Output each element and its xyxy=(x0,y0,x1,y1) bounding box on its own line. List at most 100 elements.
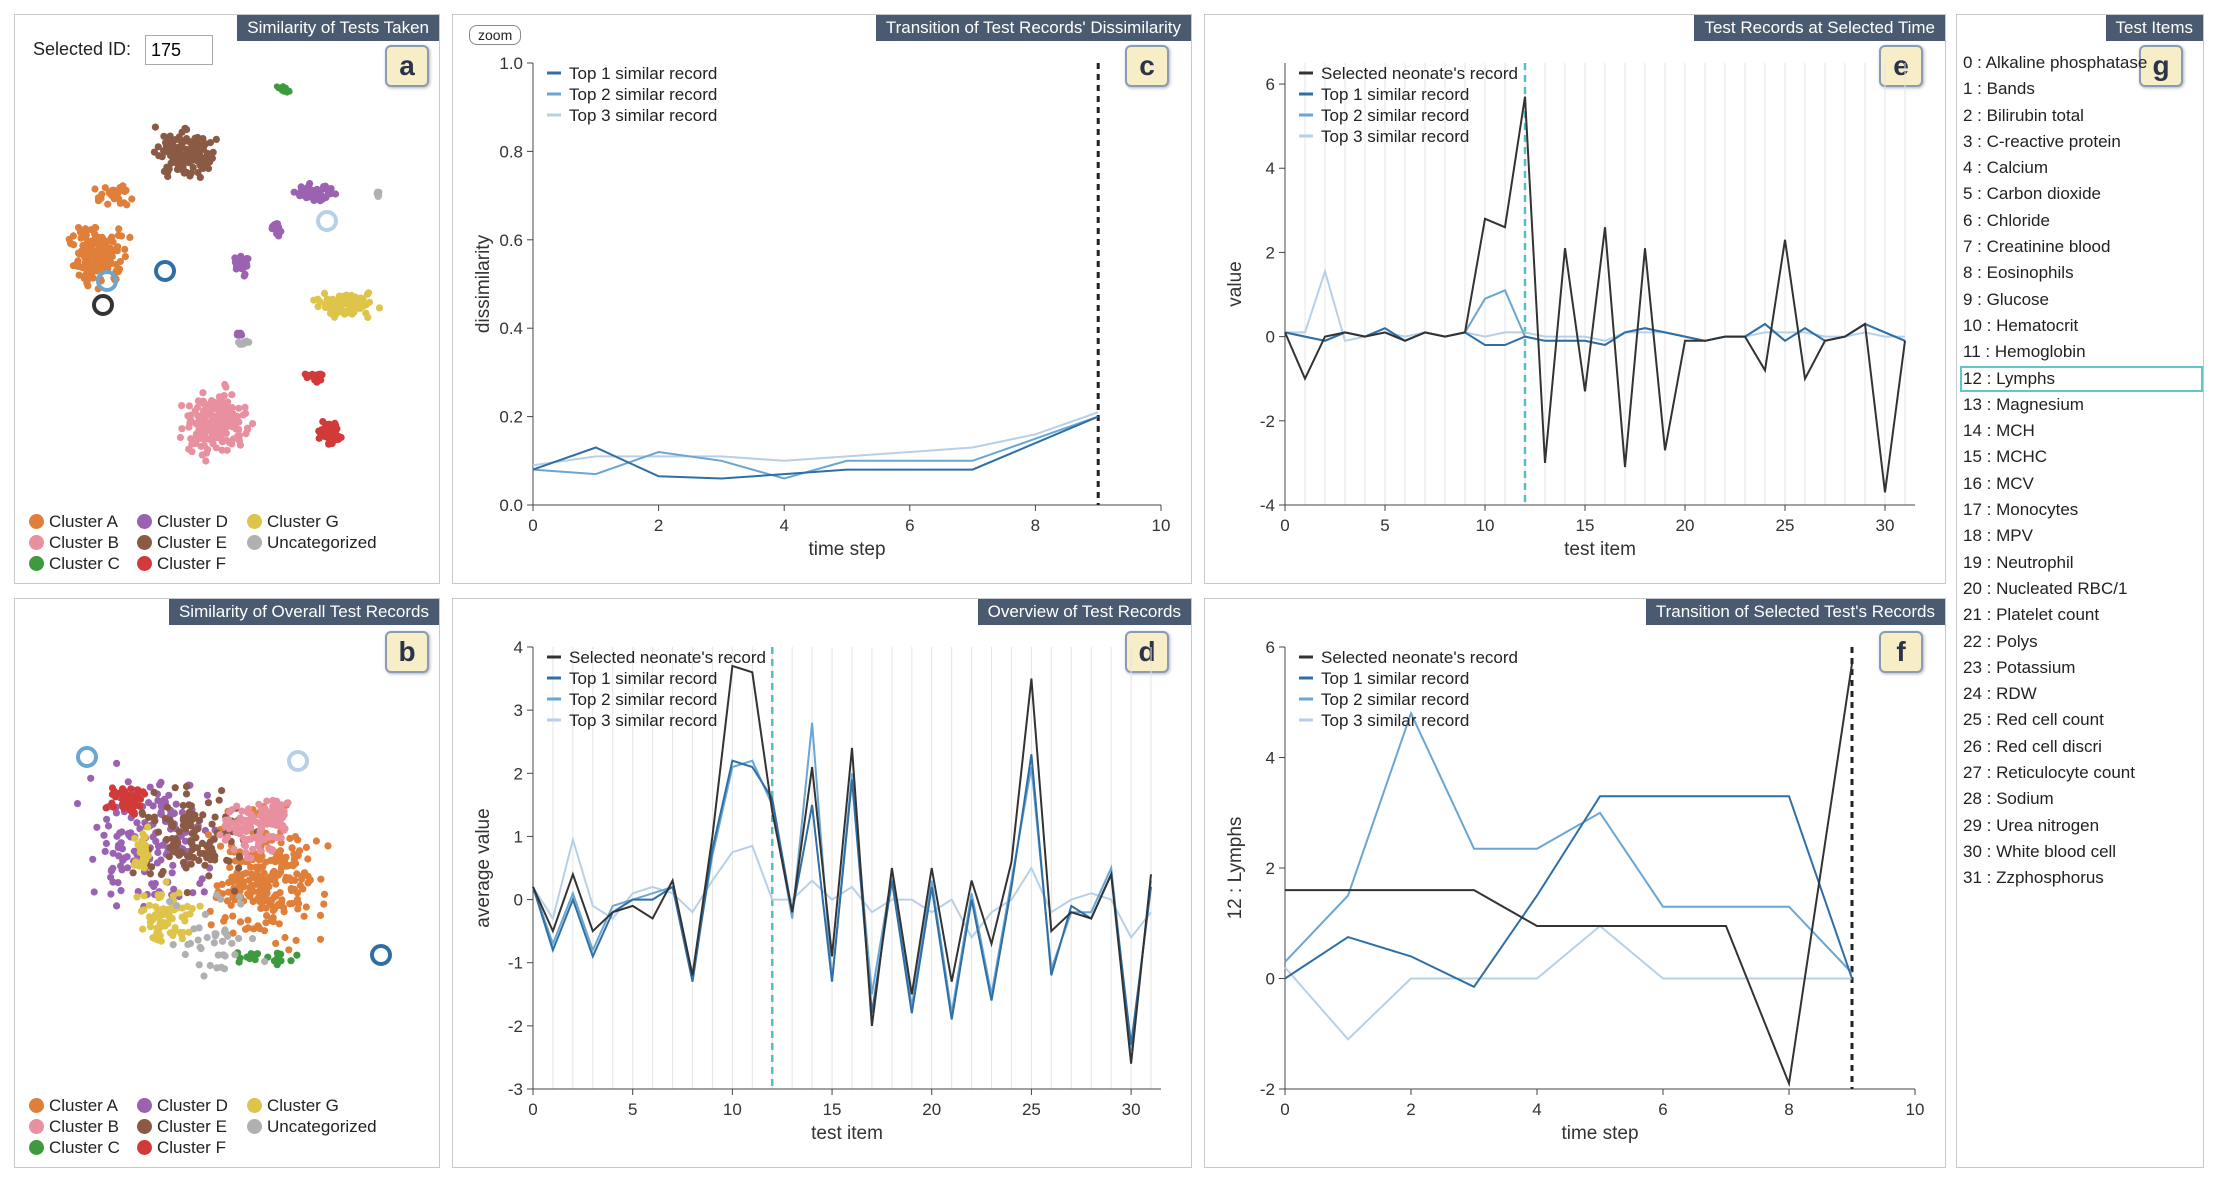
scatter-point[interactable] xyxy=(254,922,262,930)
scatter-point[interactable] xyxy=(158,804,166,812)
scatter-point[interactable] xyxy=(123,201,131,209)
scatter-point[interactable] xyxy=(199,164,207,172)
scatter-point[interactable] xyxy=(265,812,273,820)
scatter-point[interactable] xyxy=(129,869,137,877)
scatter-point[interactable] xyxy=(294,836,302,844)
scatter-point[interactable] xyxy=(215,796,223,804)
scatter-point[interactable] xyxy=(240,272,248,280)
scatter-point[interactable] xyxy=(204,831,213,839)
scatter-point[interactable] xyxy=(185,402,193,410)
scatter-point[interactable] xyxy=(196,879,204,888)
scatter-point[interactable] xyxy=(134,841,142,849)
scatter-point[interactable] xyxy=(208,820,216,828)
test-item[interactable]: 3 : C-reactive protein xyxy=(1963,131,2121,151)
scatter-point[interactable] xyxy=(194,133,202,142)
test-item[interactable]: 12 : Lymphs xyxy=(1960,365,2203,392)
scatter-point[interactable] xyxy=(277,227,285,235)
scatter-point[interactable] xyxy=(219,429,227,437)
scatter-point[interactable] xyxy=(73,259,81,267)
scatter-point[interactable] xyxy=(187,837,195,845)
scatter-point[interactable] xyxy=(229,435,237,443)
scatter-point[interactable] xyxy=(302,843,310,851)
scatter-point[interactable] xyxy=(151,123,159,131)
test-item[interactable]: 21 : Platelet count xyxy=(1963,605,2100,625)
scatter-point[interactable] xyxy=(329,303,337,311)
scatter-point[interactable] xyxy=(206,961,214,970)
scatter-point[interactable] xyxy=(91,185,99,193)
scatter-point[interactable] xyxy=(222,423,230,431)
scatter-point[interactable] xyxy=(148,880,156,888)
scatter-point[interactable] xyxy=(226,863,234,871)
scatter-point[interactable] xyxy=(157,870,165,878)
scatter-point[interactable] xyxy=(100,831,108,839)
scatter-point[interactable] xyxy=(236,814,244,822)
scatter-point[interactable] xyxy=(249,420,257,428)
scatter-point[interactable] xyxy=(130,861,138,869)
scatter-point[interactable] xyxy=(173,902,181,910)
scatter-point[interactable] xyxy=(205,845,213,853)
scatter-point[interactable] xyxy=(150,813,158,821)
scatter-point[interactable] xyxy=(119,182,127,190)
series-line-1[interactable] xyxy=(532,754,1152,1045)
scatter-point[interactable] xyxy=(329,308,337,316)
scatter-point[interactable] xyxy=(296,192,304,200)
scatter-point[interactable] xyxy=(276,889,284,897)
series-line-0[interactable] xyxy=(532,664,1152,1064)
scatter-point[interactable] xyxy=(276,868,285,876)
test-item[interactable]: 31 : Zzphosphorus xyxy=(1963,868,2104,888)
series-line-3[interactable] xyxy=(532,835,1152,940)
scatter-point[interactable] xyxy=(107,890,115,898)
scatter-point[interactable] xyxy=(108,799,116,807)
scatter-point[interactable] xyxy=(189,163,197,172)
scatter-point[interactable] xyxy=(150,788,158,796)
scatter-point[interactable] xyxy=(193,844,202,852)
scatter-point[interactable] xyxy=(230,416,239,424)
scatter-point[interactable] xyxy=(242,430,250,438)
series-line-1[interactable] xyxy=(532,415,1099,480)
scatter-point[interactable] xyxy=(176,928,184,936)
scatter-point[interactable] xyxy=(292,936,300,944)
scatter-point[interactable] xyxy=(201,861,209,869)
scatter-point[interactable] xyxy=(252,863,260,871)
scatter-point[interactable] xyxy=(118,866,126,874)
scatter-point[interactable] xyxy=(235,432,243,440)
scatter-point[interactable] xyxy=(169,941,177,949)
scatter-point[interactable] xyxy=(198,839,206,847)
scatter-point[interactable] xyxy=(212,444,220,452)
test-item[interactable]: 24 : RDW xyxy=(1963,684,2037,704)
scatter-point[interactable] xyxy=(108,233,116,241)
scatter-point[interactable] xyxy=(133,819,141,827)
test-item[interactable]: 18 : MPV xyxy=(1963,526,2033,546)
scatter-point[interactable] xyxy=(171,784,179,792)
scatter-point[interactable] xyxy=(200,972,208,980)
scatter-point[interactable] xyxy=(304,371,312,380)
scatter-point[interactable] xyxy=(161,814,169,823)
scatter-point[interactable] xyxy=(162,145,170,153)
scatter-point[interactable] xyxy=(194,169,202,177)
scatter-point[interactable] xyxy=(160,132,168,140)
scatter-point[interactable] xyxy=(235,893,244,901)
scatter-point[interactable] xyxy=(182,790,191,798)
scatter-point[interactable] xyxy=(273,83,280,90)
scatter-point[interactable] xyxy=(172,152,180,160)
scatter-point[interactable] xyxy=(87,266,95,274)
scatter-point[interactable] xyxy=(208,397,216,405)
scatter-point[interactable] xyxy=(364,313,372,321)
test-item[interactable]: 1 : Bands xyxy=(1963,79,2035,99)
series-line-2[interactable] xyxy=(1284,288,1906,347)
scatter-point[interactable] xyxy=(184,412,192,420)
scatter-point[interactable] xyxy=(163,803,172,811)
scatter-point[interactable] xyxy=(275,920,283,928)
scatter-point[interactable] xyxy=(320,890,329,898)
scatter-point[interactable] xyxy=(128,808,136,816)
scatter-point[interactable] xyxy=(90,255,98,263)
scatter-point[interactable] xyxy=(199,158,207,166)
scatter-point[interactable] xyxy=(154,143,162,151)
series-line-0[interactable] xyxy=(1285,663,1853,1088)
scatter-point[interactable] xyxy=(98,190,106,198)
scatter-point[interactable] xyxy=(136,825,144,833)
test-item[interactable]: 26 : Red cell discri xyxy=(1963,736,2102,756)
scatter-point[interactable] xyxy=(218,880,226,888)
scatter-point[interactable] xyxy=(256,897,264,906)
scatter-point[interactable] xyxy=(316,935,325,943)
